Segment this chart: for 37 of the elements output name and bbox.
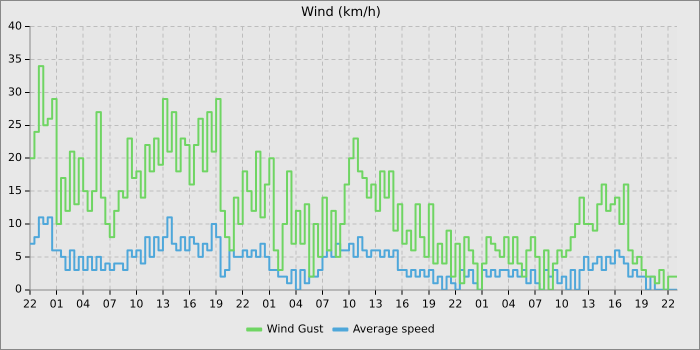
x-tick-label: 16 [395,297,410,310]
x-tick-label: 04 [288,297,303,310]
chart-title: Wind (km/h) [301,5,381,20]
x-tick-label: 04 [76,297,90,310]
y-tick-label: 0 [14,282,22,296]
x-tick-label: 22 [448,297,462,310]
x-tick-label: 07 [315,297,330,310]
y-tick-label: 40 [8,19,22,32]
x-tick-label: 10 [554,297,569,310]
x-tick-label: 10 [342,297,356,310]
x-tick-label: 22 [22,297,37,310]
y-tick-label: 35 [8,52,22,66]
x-tick-label: 16 [608,297,622,310]
y-tick-label: 20 [8,151,22,164]
x-tick-label: 13 [368,297,383,310]
x-tick-label: 04 [502,297,516,310]
y-tick-label: 25 [8,118,22,132]
x-tick-label: 22 [661,297,676,310]
y-tick-label: 30 [8,85,22,98]
x-tick-label: 13 [156,297,170,310]
legend-label: Wind Gust [266,322,324,336]
x-tick-label: 01 [50,297,64,310]
legend-label: Average speed [352,322,435,336]
x-tick-label: 01 [262,297,276,310]
x-tick-label: 19 [634,297,649,310]
x-tick-label: 01 [475,297,490,310]
x-tick-label: 22 [236,297,250,310]
y-tick-label: 10 [8,216,22,230]
y-tick-label: 15 [8,184,22,197]
x-tick-label: 16 [182,297,197,310]
x-tick-label: 10 [129,297,144,310]
x-tick-label: 19 [209,297,224,310]
x-tick-label: 07 [102,297,117,310]
y-tick-label: 5 [14,250,22,263]
x-tick-label: 13 [581,297,596,310]
x-tick-label: 07 [528,297,542,310]
x-tick-label: 19 [422,297,436,310]
